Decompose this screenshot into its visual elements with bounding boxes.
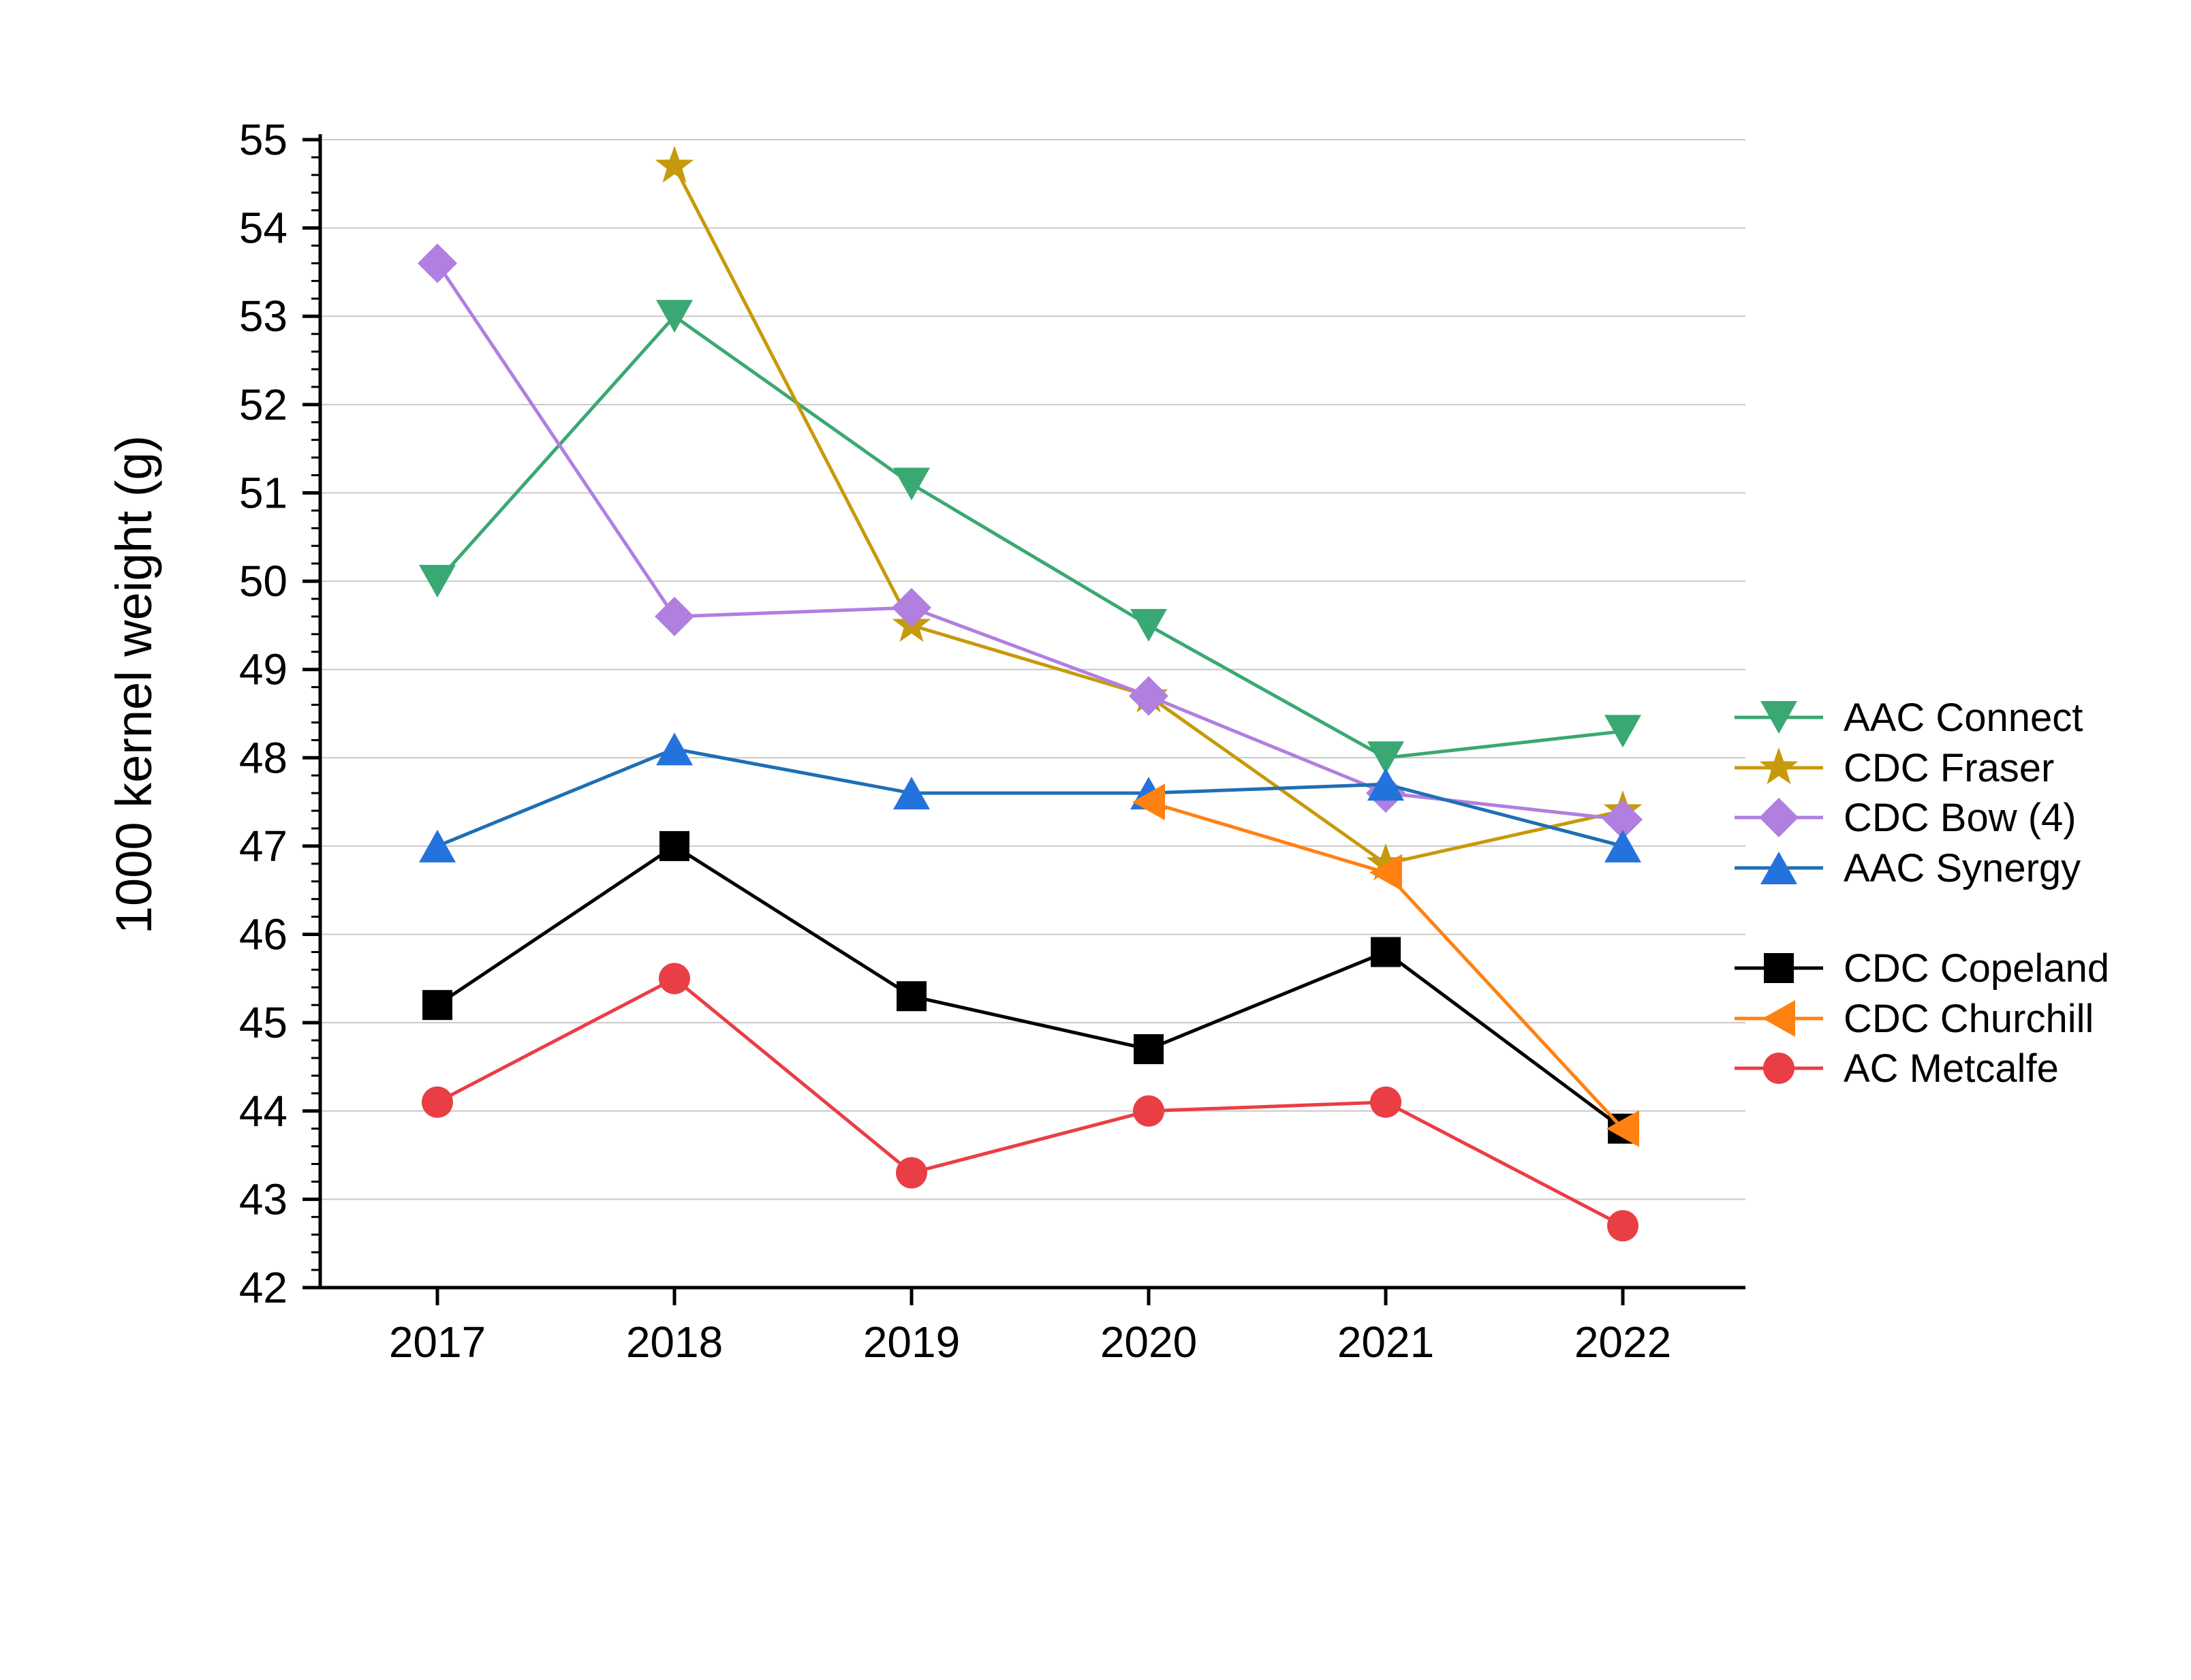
- data-point-ac-metcalfe: [1607, 1210, 1638, 1242]
- y-tick-label: 42: [239, 1263, 288, 1312]
- legend-label: AAC Synergy: [1844, 846, 2081, 890]
- legend-item-cdc-bow-4: CDC Bow (4): [1735, 796, 2077, 840]
- legend-item-aac-synergy: AAC Synergy: [1735, 846, 2081, 890]
- axes: 42 43 44 45 46 47 48 49 50 51 52 53 54 55 2017 2018 2019…: [239, 115, 1745, 1367]
- legend-label: AAC Connect: [1844, 696, 2083, 740]
- data-point-aac-synergy: [893, 777, 930, 810]
- x-tick-label: 2020: [1100, 1318, 1197, 1367]
- y-tick-label: 53: [239, 292, 288, 341]
- legend-label: AC Metcalfe: [1844, 1046, 2059, 1091]
- legend-label: CDC Copeland: [1844, 946, 2109, 991]
- y-tick-label: 52: [239, 380, 288, 429]
- data-point-cdc-fraser: [655, 145, 694, 183]
- data-point-ac-metcalfe: [1370, 1086, 1401, 1118]
- y-tick-label: 55: [239, 115, 288, 164]
- y-axis-title: 1000 kernel weight (g): [106, 435, 162, 934]
- legend-label: CDC Churchill: [1844, 997, 2094, 1041]
- legend-item-cdc-churchill: CDC Churchill: [1735, 997, 2094, 1041]
- x-tick-label: 2017: [389, 1318, 486, 1367]
- data-point-aac-connect: [1367, 741, 1404, 775]
- legend-swatch-marker: [1760, 852, 1797, 884]
- data-point-cdc-churchill: [1606, 1110, 1639, 1147]
- series-ac-metcalfe: [422, 963, 1638, 1242]
- data-point-ac-metcalfe: [422, 1086, 453, 1118]
- series-line-cdc-copeland: [436, 844, 1624, 1130]
- y-tick-label: 51: [239, 468, 288, 517]
- legend-swatch-marker: [1759, 747, 1799, 785]
- x-tick-label: 2018: [626, 1318, 723, 1367]
- x-tick-label: 2021: [1337, 1318, 1434, 1367]
- data-point-cdc-bow-4: [655, 596, 694, 636]
- data-point-aac-synergy: [419, 829, 456, 862]
- y-tick-label: 43: [239, 1175, 288, 1224]
- data-point-cdc-churchill: [1132, 783, 1165, 821]
- data-point-cdc-copeland: [897, 981, 927, 1012]
- x-tick-label: 2022: [1574, 1318, 1671, 1367]
- data-point-cdc-copeland: [422, 990, 452, 1021]
- legend-label: CDC Bow (4): [1844, 796, 2077, 840]
- legend-swatch-marker: [1762, 1000, 1795, 1037]
- legend: AAC Connect CDC Fraser CDC Bow (4) AAC Syne…: [1735, 696, 2109, 1091]
- data-point-ac-metcalfe: [659, 963, 690, 995]
- series-aac-connect: [419, 300, 1641, 775]
- data-point-cdc-copeland: [1134, 1034, 1164, 1065]
- data-point-cdc-copeland: [659, 830, 689, 861]
- legend-item-cdc-copeland: CDC Copeland: [1735, 946, 2109, 991]
- legend-item-aac-connect: AAC Connect: [1735, 696, 2083, 740]
- data-point-cdc-fraser: [1366, 843, 1405, 881]
- data-point-cdc-bow-4: [892, 587, 931, 627]
- data-point-aac-connect: [419, 565, 456, 598]
- legend-swatch-marker: [1760, 701, 1797, 734]
- series-cdc-bow-4: [418, 243, 1643, 840]
- series-aac-synergy: [419, 732, 1641, 862]
- data-point-cdc-bow-4: [1603, 800, 1643, 840]
- data-point-aac-connect: [1604, 715, 1641, 748]
- series-line-cdc-fraser: [672, 165, 1623, 866]
- series-cdc-churchill: [1132, 783, 1639, 1147]
- data-point-aac-connect: [1130, 608, 1167, 642]
- data-point-cdc-copeland: [1371, 937, 1401, 967]
- series-lines: [418, 145, 1643, 1242]
- gridlines: [320, 139, 1745, 1200]
- y-tick-label: 46: [239, 910, 288, 959]
- data-point-cdc-bow-4: [1129, 676, 1168, 716]
- legend-item-ac-metcalfe: AC Metcalfe: [1735, 1046, 2059, 1091]
- y-tick-label: 54: [239, 204, 288, 253]
- y-tick-label: 48: [239, 733, 288, 782]
- y-tick-label: 45: [239, 998, 288, 1047]
- x-tick-label: 2019: [863, 1318, 960, 1367]
- series-cdc-copeland: [422, 830, 1638, 1144]
- series-line-ac-metcalfe: [436, 976, 1624, 1228]
- data-point-cdc-churchill: [1369, 854, 1402, 891]
- legend-swatch-marker: [1764, 953, 1794, 983]
- data-point-cdc-bow-4: [418, 243, 457, 283]
- series-line-aac-synergy: [437, 747, 1623, 848]
- legend-label: CDC Fraser: [1844, 746, 2054, 790]
- data-point-ac-metcalfe: [1133, 1095, 1164, 1127]
- series-line-aac-connect: [436, 314, 1623, 760]
- series-line-cdc-bow-4: [435, 262, 1623, 822]
- data-point-aac-synergy: [1604, 829, 1641, 862]
- data-point-aac-connect: [656, 300, 693, 333]
- legend-item-cdc-fraser: CDC Fraser: [1735, 746, 2054, 790]
- data-point-aac-synergy: [656, 732, 693, 766]
- series-cdc-fraser: [655, 145, 1643, 881]
- data-point-aac-connect: [893, 467, 930, 501]
- y-tick-label: 49: [239, 645, 288, 694]
- data-point-ac-metcalfe: [896, 1157, 927, 1189]
- data-point-aac-synergy: [1367, 768, 1404, 801]
- legend-swatch-marker: [1763, 1053, 1794, 1084]
- y-tick-label: 44: [239, 1087, 288, 1136]
- y-tick-label: 50: [239, 557, 288, 606]
- y-tick-label: 47: [239, 822, 288, 871]
- legend-swatch-marker: [1759, 798, 1799, 837]
